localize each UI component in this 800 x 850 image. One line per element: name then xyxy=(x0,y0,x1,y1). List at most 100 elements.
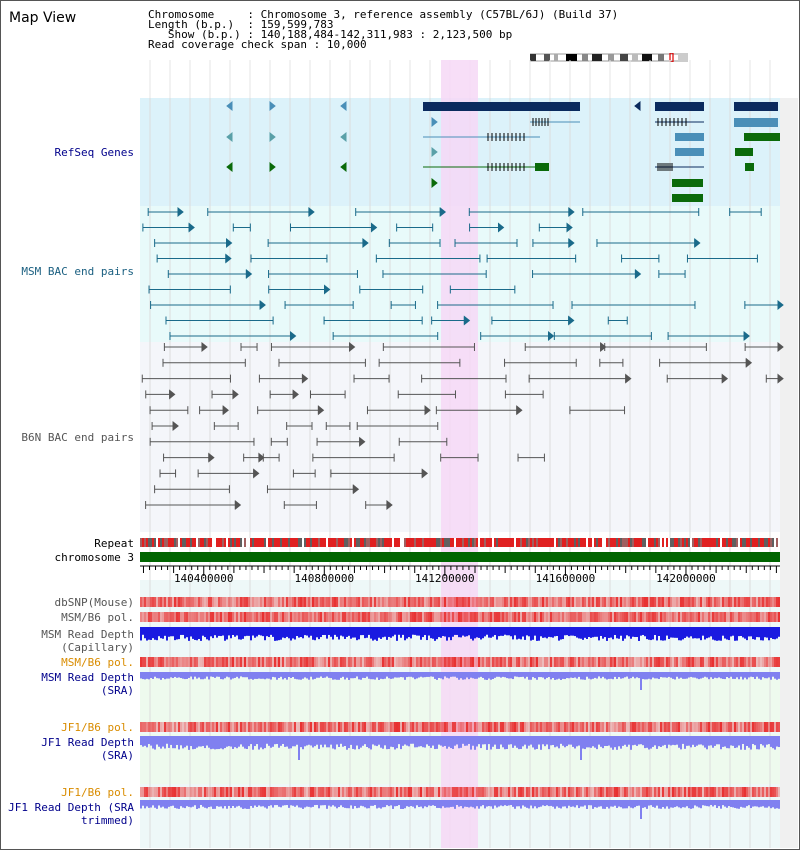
b6n-bac-pair-arrow xyxy=(301,373,309,384)
jf1-pol2-heat-cell xyxy=(400,787,402,797)
jf1-pol2-heat-cell xyxy=(430,787,432,797)
dbsnp-heat-cell xyxy=(308,597,310,607)
msm-pol2-heat-cell xyxy=(436,657,438,667)
dbsnp-heat-cell xyxy=(540,597,542,607)
dbsnp-heat-cell xyxy=(260,597,262,607)
dbsnp-heat-cell xyxy=(282,597,284,607)
msm-pol-heat-cell xyxy=(174,612,176,622)
jf1-sra-depth xyxy=(638,736,640,745)
msm-pol-heat-cell xyxy=(556,612,558,622)
msm-pol-heat-cell xyxy=(242,612,244,622)
msm-sra-depth xyxy=(638,672,640,679)
msm-capillary-depth xyxy=(716,627,718,641)
msm-pol2-heat-cell xyxy=(652,657,654,667)
jf1-pol2-heat-cell xyxy=(614,787,616,797)
jf1-sra-depth xyxy=(156,736,158,745)
jf1-trimmed-depth xyxy=(598,800,600,807)
chromosome-ideogram[interactable] xyxy=(530,53,688,62)
msm-bac-pair-arrow xyxy=(497,222,505,233)
msm-pol-heat-cell xyxy=(464,612,466,622)
dbsnp-heat-cell xyxy=(194,597,196,607)
jf1-pol-heat-cell xyxy=(306,722,308,732)
dbsnp-heat-cell xyxy=(440,597,442,607)
repeat-segment xyxy=(290,538,292,547)
repeat-segment xyxy=(310,538,312,547)
msm-pol-heat-cell xyxy=(668,612,670,622)
repeat-segment xyxy=(156,538,158,547)
jf1-trimmed-depth xyxy=(358,800,360,808)
jf1-pol-heat-cell xyxy=(400,722,402,732)
msm-pol2-heat-cell xyxy=(274,657,276,667)
msm-pol-heat-cell xyxy=(498,612,500,622)
msm-sra-depth xyxy=(564,672,566,680)
jf1-sra-depth xyxy=(364,736,366,745)
repeat-segment xyxy=(668,538,670,547)
repeat-segment xyxy=(302,538,304,547)
jf1-trimmed-depth xyxy=(166,800,168,809)
jf1-pol2-heat-cell xyxy=(274,787,276,797)
msm-capillary-depth xyxy=(382,627,384,638)
jf1-pol-heat-cell xyxy=(580,722,582,732)
msm-sra-depth xyxy=(514,672,516,677)
jf1-pol2-heat-cell xyxy=(270,787,272,797)
jf1-pol-heat-cell xyxy=(498,722,500,732)
msm-sra-depth xyxy=(726,672,728,678)
jf1-sra-depth xyxy=(484,736,486,745)
repeat-segment xyxy=(340,538,342,547)
repeat-segment xyxy=(558,538,560,547)
jf1-pol-heat-cell xyxy=(616,722,618,732)
msm-pol2-heat-cell xyxy=(714,657,716,667)
jf1-trimmed-depth xyxy=(684,800,686,808)
msm-capillary-depth xyxy=(712,627,714,640)
jf1-trimmed-depth xyxy=(548,800,550,807)
jf1-pol2-heat-cell xyxy=(372,787,374,797)
msm-pol-heat-cell xyxy=(368,612,370,622)
dbsnp-heat-cell xyxy=(160,597,162,607)
msm-pol2-heat-cell xyxy=(182,657,184,667)
jf1-sra-depth xyxy=(480,736,482,749)
jf1-trimmed-depth xyxy=(238,800,240,806)
msm-capillary-depth xyxy=(288,627,290,639)
msm-pol-heat-cell xyxy=(616,612,618,622)
jf1-trimmed-depth xyxy=(588,800,590,806)
track-label-msm-sra: MSM Read Depth (SRA) xyxy=(41,671,134,697)
jf1-pol-heat-cell xyxy=(166,722,168,732)
msm-sra-depth xyxy=(326,672,328,677)
msm-pol2-heat-cell xyxy=(148,657,150,667)
msm-pol2-heat-cell xyxy=(604,657,606,667)
jf1-pol2-heat-cell xyxy=(502,787,504,797)
msm-pol-heat-cell xyxy=(358,612,360,622)
msm-pol2-heat-cell xyxy=(456,657,458,667)
jf1-pol-heat-cell xyxy=(618,722,620,732)
jf1-pol2-heat-cell xyxy=(240,787,242,797)
repeat-segment xyxy=(198,538,200,547)
msm-sra-depth xyxy=(620,672,622,679)
repeat-segment xyxy=(532,538,534,547)
msm-capillary-depth xyxy=(242,627,244,639)
jf1-pol2-heat-cell xyxy=(242,787,244,797)
msm-pol-heat-cell xyxy=(606,612,608,622)
dbsnp-heat-cell xyxy=(330,597,332,607)
jf1-trimmed-depth xyxy=(362,800,364,807)
jf1-trimmed-depth xyxy=(348,800,350,809)
jf1-pol2-heat-cell xyxy=(440,787,442,797)
jf1-pol2-heat-cell xyxy=(728,787,730,797)
jf1-pol2-heat-cell xyxy=(364,787,366,797)
msm-pol-heat-cell xyxy=(158,612,160,622)
jf1-trimmed-depth xyxy=(302,800,304,809)
msm-capillary-depth xyxy=(296,627,298,637)
dbsnp-heat-cell xyxy=(146,597,148,607)
msm-capillary-depth xyxy=(246,627,248,636)
repeat-segment xyxy=(576,538,578,547)
jf1-sra-depth xyxy=(170,736,172,745)
msm-capillary-depth xyxy=(650,627,652,641)
repeat-segment xyxy=(592,538,594,547)
dbsnp-heat-cell xyxy=(428,597,430,607)
msm-pol-heat-cell xyxy=(424,612,426,622)
dbsnp-heat-cell xyxy=(178,597,180,607)
dbsnp-heat-cell xyxy=(742,597,744,607)
msm-pol2-heat-cell xyxy=(310,657,312,667)
dbsnp-heat-cell xyxy=(172,597,174,607)
repeat-segment xyxy=(158,538,160,547)
